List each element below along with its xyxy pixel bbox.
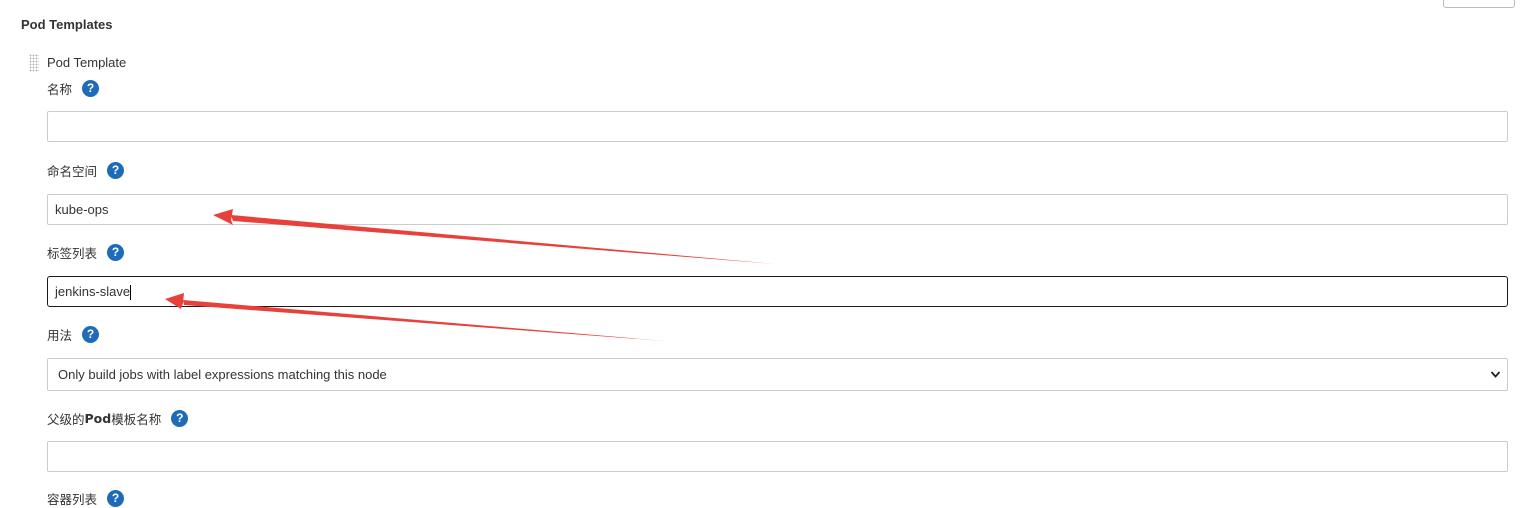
question-icon[interactable]: ?: [171, 410, 189, 427]
drag-handle-icon[interactable]: [29, 54, 39, 72]
question-icon[interactable]: ?: [107, 162, 125, 179]
name-label: 名称 ?: [47, 79, 100, 98]
top-button[interactable]: [1443, 0, 1515, 8]
pod-template-title: Pod Template: [47, 55, 127, 70]
annotation-arrows: [165, 209, 775, 341]
parent-template-input[interactable]: [47, 441, 1508, 472]
labels-label: 标签列表 ?: [47, 243, 125, 262]
parent-template-label: 父级的 Pod 模板名称 ?: [47, 409, 189, 428]
namespace-label: 命名空间 ?: [47, 161, 125, 180]
chevron-down-icon: [1490, 359, 1501, 403]
question-icon[interactable]: ?: [82, 326, 100, 343]
usage-select[interactable]: Only build jobs with label expressions m…: [47, 358, 1508, 391]
namespace-input[interactable]: kube-ops: [47, 194, 1508, 225]
usage-selected-value: Only build jobs with label expressions m…: [58, 367, 387, 382]
labels-input[interactable]: jenkins-slave: [47, 276, 1508, 307]
question-icon[interactable]: ?: [82, 80, 100, 97]
name-input[interactable]: [47, 111, 1508, 142]
containers-label: 容器列表 ?: [47, 489, 125, 508]
section-title: Pod Templates: [21, 17, 113, 32]
question-icon[interactable]: ?: [107, 490, 125, 507]
question-icon[interactable]: ?: [107, 244, 125, 261]
labels-input-value: jenkins-slave: [55, 284, 131, 299]
text-caret: [130, 285, 132, 301]
usage-label: 用法 ?: [47, 325, 100, 344]
